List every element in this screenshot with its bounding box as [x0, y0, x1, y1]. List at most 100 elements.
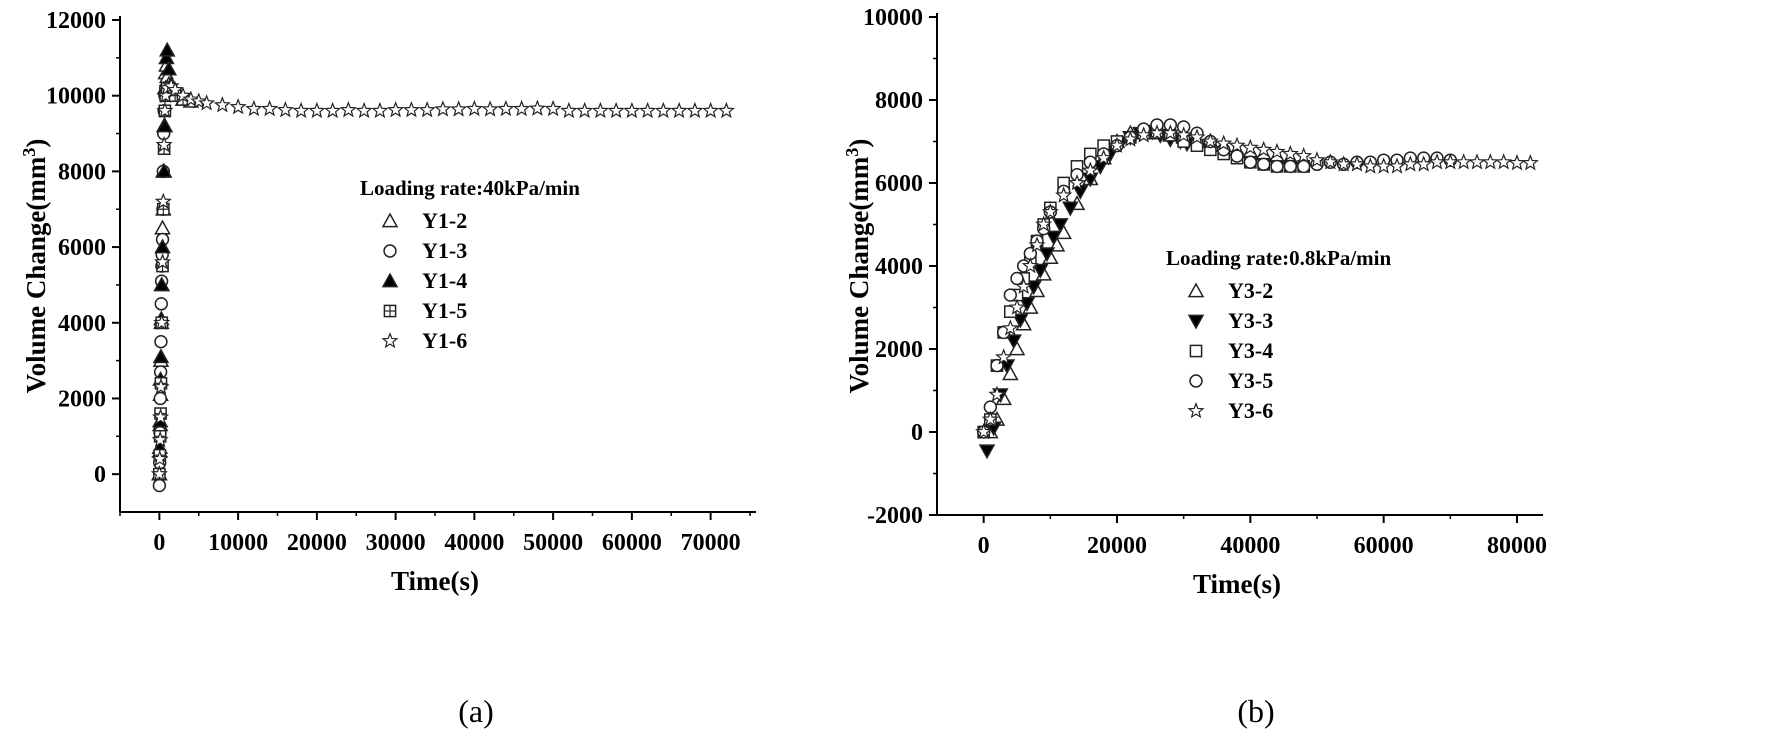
data-point — [1095, 149, 1113, 166]
panel-caption: (b) — [1237, 693, 1274, 729]
y-tick-label: 8000 — [58, 159, 106, 185]
data-point — [245, 99, 263, 117]
data-point — [1401, 155, 1419, 172]
data-point — [717, 101, 735, 119]
legend-label: Y3-6 — [1228, 398, 1273, 423]
data-point — [151, 450, 169, 467]
data-point — [1508, 154, 1526, 171]
data-point — [1521, 154, 1539, 171]
legend-marker — [1187, 314, 1205, 330]
legend-marker — [381, 212, 399, 228]
data-point — [1455, 153, 1473, 170]
legend-label: Y1-6 — [422, 328, 467, 353]
series-Y1-6 — [150, 77, 735, 482]
legend-label: Y3-3 — [1228, 308, 1273, 333]
data-point — [1175, 126, 1193, 143]
x-tick-label: 20000 — [1087, 533, 1147, 559]
data-point — [1062, 201, 1079, 217]
data-point — [1081, 161, 1099, 178]
legend-marker — [1187, 401, 1205, 419]
data-point — [158, 41, 176, 57]
data-point — [154, 192, 172, 209]
data-point — [1468, 153, 1486, 170]
data-point — [1201, 132, 1219, 149]
data-point — [418, 101, 436, 118]
data-point — [276, 101, 294, 118]
x-tick-label: 50000 — [523, 530, 583, 556]
data-point — [576, 101, 594, 119]
data-point — [1243, 155, 1258, 169]
data-point — [702, 101, 720, 119]
marker-square — [1189, 344, 1203, 358]
data-point — [981, 410, 999, 427]
data-point — [152, 348, 170, 364]
data-point — [1038, 247, 1056, 263]
data-point — [1441, 153, 1459, 170]
x-tick-label: 20000 — [287, 530, 347, 556]
data-point — [292, 101, 310, 119]
legend-marker — [381, 331, 399, 349]
chart-panel-1: -2000 0 2000 4000 6000 8000 10000 0 20000 40000 60… — [842, 5, 1547, 729]
y-tick-label: 10000 — [863, 5, 923, 31]
panel-caption: (a) — [458, 693, 494, 729]
data-point — [1268, 142, 1286, 160]
data-point — [156, 117, 174, 133]
data-point — [1335, 155, 1353, 172]
data-point — [1241, 138, 1259, 156]
data-point — [465, 99, 483, 117]
chart-panel-0: 0 2000 4000 6000 8000 10000 12000 0 10000 20000 30… — [19, 8, 756, 729]
y-tick-label: 6000 — [875, 171, 923, 197]
data-point — [154, 238, 171, 254]
legend-marker — [383, 244, 397, 258]
data-point — [1003, 288, 1018, 302]
data-point — [1021, 256, 1039, 274]
data-point — [1230, 149, 1244, 163]
data-point — [1308, 151, 1326, 168]
data-point — [528, 99, 546, 116]
data-point — [975, 422, 993, 440]
data-point — [156, 101, 174, 119]
data-point — [591, 101, 609, 119]
data-point — [1135, 126, 1153, 143]
data-point — [1005, 334, 1022, 350]
data-point — [1283, 159, 1298, 174]
data-point — [1028, 236, 1046, 253]
data-point — [1495, 153, 1513, 170]
x-tick-label: 0 — [153, 530, 165, 556]
data-point — [308, 101, 326, 119]
legend-marker — [1189, 374, 1203, 388]
data-point — [1215, 134, 1233, 151]
data-point — [560, 101, 578, 119]
data-point — [152, 378, 170, 395]
data-point — [1281, 144, 1299, 162]
data-point — [1045, 230, 1062, 246]
data-point — [497, 99, 515, 117]
data-point — [1255, 140, 1273, 158]
data-point — [654, 101, 672, 119]
x-tick-label: 60000 — [1354, 533, 1414, 559]
y-tick-label: 4000 — [875, 254, 923, 280]
data-point — [1481, 153, 1499, 170]
data-point — [607, 101, 625, 119]
data-point — [1321, 153, 1339, 170]
data-point — [153, 313, 171, 331]
data-point — [1055, 186, 1073, 203]
data-point — [153, 391, 168, 406]
data-point — [1041, 203, 1059, 220]
data-point — [151, 408, 170, 425]
legend-title: Loading rate:0.8kPa/min — [1166, 246, 1391, 270]
data-point — [1018, 297, 1036, 312]
x-tick-label: 80000 — [1487, 533, 1547, 559]
y-tick-label: 0 — [94, 462, 106, 488]
data-point — [229, 98, 247, 115]
data-point — [1228, 136, 1246, 153]
data-point — [1052, 218, 1069, 234]
legend-title: Loading rate:40kPa/min — [360, 176, 580, 200]
x-tick-label: 0 — [978, 533, 990, 559]
y-tick-label: -2000 — [867, 503, 923, 529]
data-point — [1256, 157, 1271, 172]
data-point — [402, 101, 420, 118]
data-point — [513, 99, 531, 117]
data-point — [1188, 128, 1206, 145]
data-point — [481, 100, 499, 117]
